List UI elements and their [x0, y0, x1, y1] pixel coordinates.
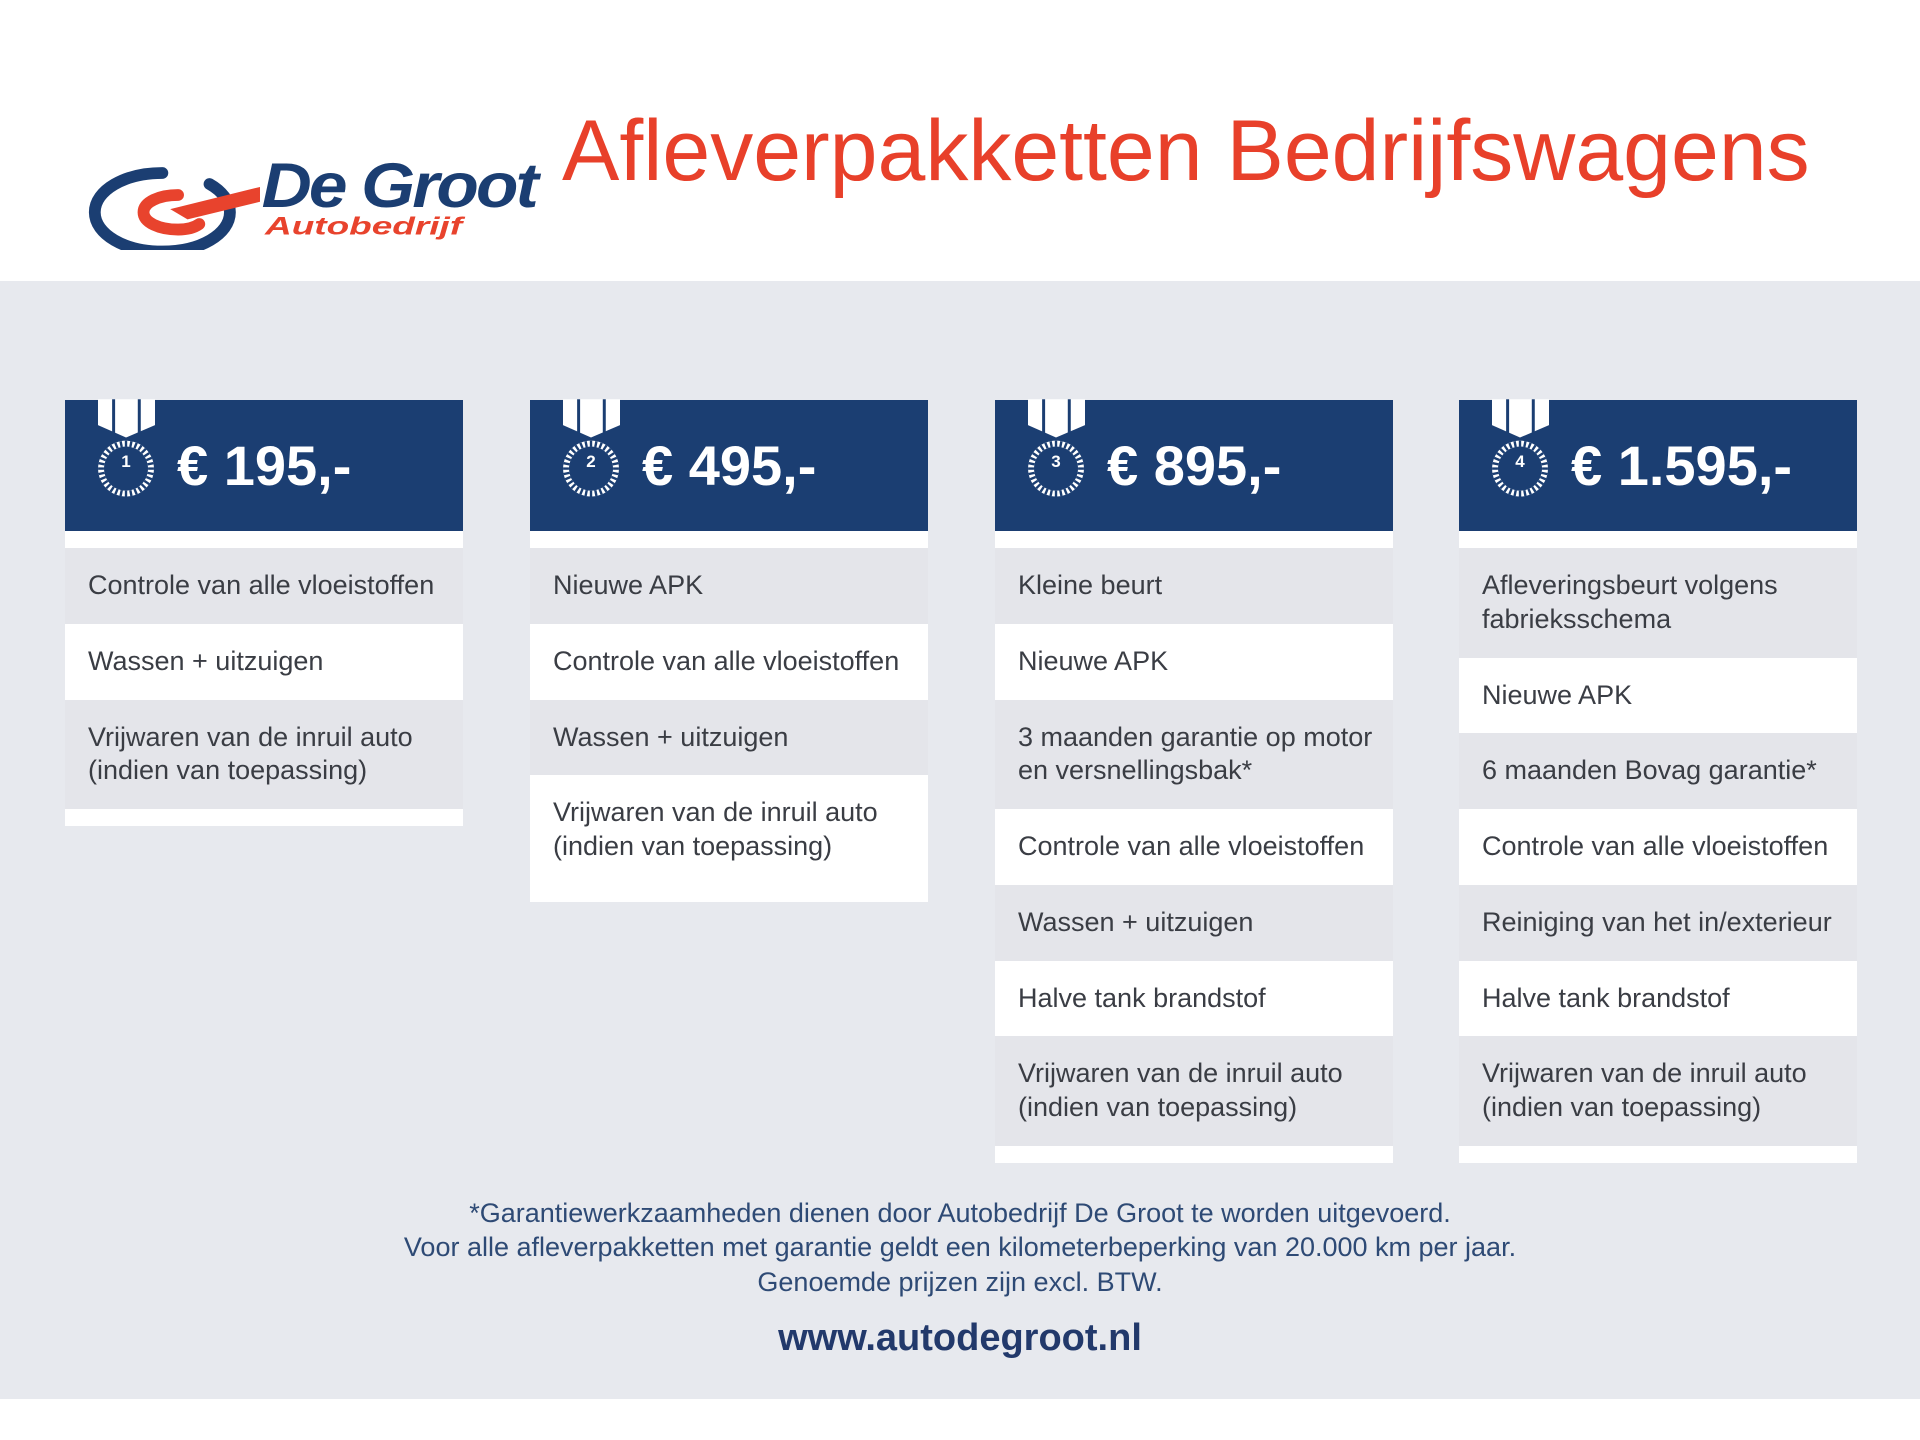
svg-text:Autobedrijf: Autobedrijf [264, 213, 467, 240]
svg-text:De Groot: De Groot [262, 151, 542, 221]
